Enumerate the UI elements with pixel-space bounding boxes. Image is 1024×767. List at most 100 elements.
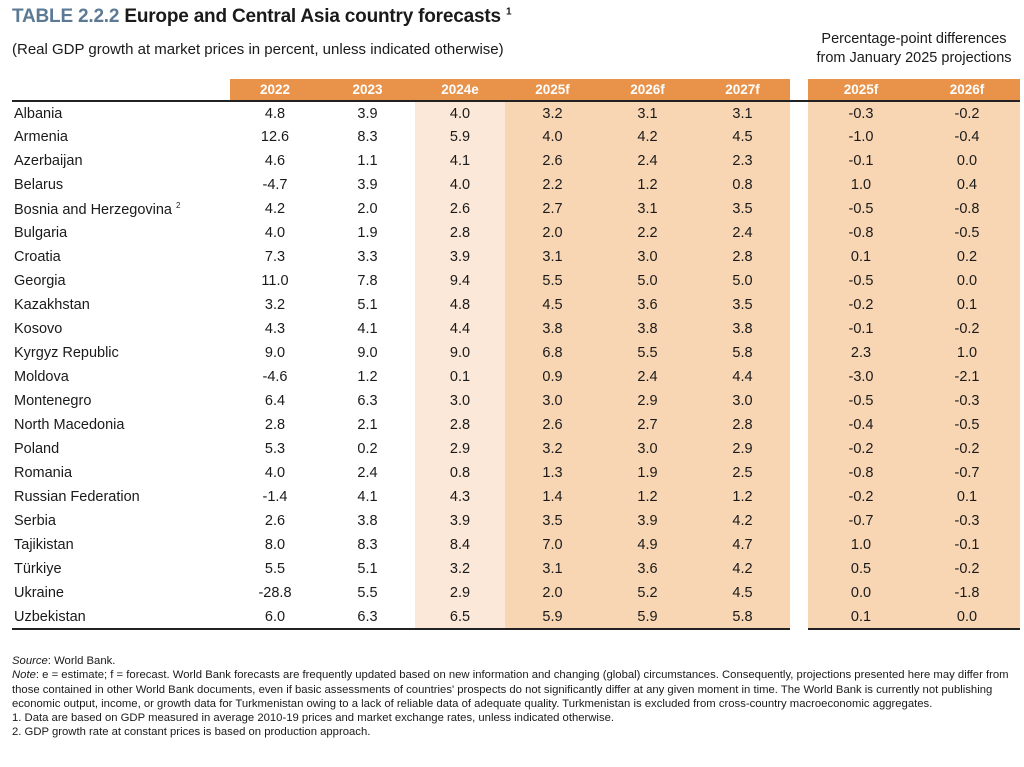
value-cell: 3.9 xyxy=(357,177,378,193)
value-cell: 8.4 xyxy=(415,533,505,557)
value-cell: 4.0 xyxy=(415,173,505,197)
diff-cell: 0.0 xyxy=(914,605,1020,630)
value-cell: 6.3 xyxy=(357,393,378,409)
differences-header: Percentage-point differences from January… xyxy=(808,30,1020,68)
value-cell: 1.1 xyxy=(357,153,378,169)
value-cell: 2.0 xyxy=(357,201,378,217)
value-cell: 3.6 xyxy=(600,557,695,581)
country-cell: Ukraine xyxy=(12,581,230,605)
value-cell: 0.8 xyxy=(415,461,505,485)
diff-cell: -0.5 xyxy=(914,221,1020,245)
value-cell: 4.2 xyxy=(695,557,790,581)
table-row: Moldova -4.6 1.2 0.1 0.9 2.4 4.4 -3.0 -2.1 xyxy=(12,365,1020,389)
value-cell: 8.3 xyxy=(357,129,378,145)
value-cell: 8.3 xyxy=(357,537,378,553)
table-row: Serbia 2.6 3.8 3.9 3.5 3.9 4.2 -0.7 -0.3 xyxy=(12,509,1020,533)
country-name: Türkiye xyxy=(14,561,62,577)
country-cell: Serbia xyxy=(12,509,230,533)
value-cell: 3.0 xyxy=(505,389,600,413)
diff-cell: -1.8 xyxy=(914,581,1020,605)
value-cell: 1.2 xyxy=(695,485,790,509)
diff-cell: -0.2 xyxy=(808,437,914,461)
column-gap xyxy=(790,341,808,365)
title-footnote-marker: 1 xyxy=(505,6,512,18)
value-cell: 2.2 xyxy=(505,173,600,197)
value-cell: 2.6 xyxy=(415,197,505,221)
value-cell: 5.1 xyxy=(357,561,378,577)
diff-cell: 0.2 xyxy=(914,245,1020,269)
country-name: Uzbekistan xyxy=(14,608,86,625)
table-row: Tajikistan 8.0 8.3 8.4 7.0 4.9 4.7 1.0 -0.1 xyxy=(12,533,1020,557)
column-gap xyxy=(790,101,808,125)
table-row: Georgia 11.0 7.8 9.4 5.5 5.0 5.0 -0.5 0.0 xyxy=(12,269,1020,293)
value-cell: 7.8 xyxy=(357,273,378,289)
country-cell: Montenegro xyxy=(12,389,230,413)
source-text: : World Bank. xyxy=(47,655,116,667)
header-blank xyxy=(12,79,230,101)
column-gap xyxy=(790,605,808,629)
diff-cell: 0.0 xyxy=(914,149,1020,173)
value-cell: 5.9 xyxy=(505,605,600,630)
value-cell: 4.4 xyxy=(695,365,790,389)
column-gap xyxy=(790,293,808,317)
value-cell: 4.8 xyxy=(415,293,505,317)
value-cell: 4.6 xyxy=(264,153,286,169)
header-row: 2022 2023 2024e 2025f 2026f 2027f 2025f 2026f xyxy=(12,79,1020,101)
value-cell: 7.0 xyxy=(505,533,600,557)
country-name: Kosovo xyxy=(14,321,63,337)
value-cell: 5.8 xyxy=(695,605,790,630)
country-name: Armenia xyxy=(14,129,68,145)
value-cell: 5.0 xyxy=(600,269,695,293)
column-header: 2022 xyxy=(230,79,320,101)
table-title: TABLE 2.2.2 Europe and Central Asia coun… xyxy=(12,6,512,28)
table-number: TABLE 2.2.2 xyxy=(12,6,120,27)
value-cell: 4.1 xyxy=(415,149,505,173)
diff-cell: -0.2 xyxy=(808,293,914,317)
value-cell: 2.4 xyxy=(695,221,790,245)
column-gap xyxy=(790,509,808,533)
table-subtitle: (Real GDP growth at market prices in per… xyxy=(12,41,504,58)
differences-header-line: from January 2025 projections xyxy=(816,50,1012,66)
value-cell: 3.9 xyxy=(415,509,505,533)
value-cell: 0.1 xyxy=(415,365,505,389)
country-cell: Bosnia and Herzegovina 2 xyxy=(12,197,230,221)
value-cell: 5.9 xyxy=(415,125,505,149)
value-cell: 6.3 xyxy=(320,605,415,630)
table-row: Montenegro 6.4 6.3 3.0 3.0 2.9 3.0 -0.5 -0.3 xyxy=(12,389,1020,413)
value-cell: 2.4 xyxy=(600,149,695,173)
value-cell: 3.9 xyxy=(600,509,695,533)
diff-cell: 0.1 xyxy=(914,293,1020,317)
value-cell: 5.0 xyxy=(695,269,790,293)
value-cell: 4.2 xyxy=(695,509,790,533)
table-row: Bosnia and Herzegovina 2 4.2 2.0 2.6 2.7 3.1 3… xyxy=(12,197,1020,221)
country-cell: Kosovo xyxy=(12,317,230,341)
value-cell: 4.5 xyxy=(695,581,790,605)
table-row: North Macedonia 2.8 2.1 2.8 2.6 2.7 2.8 -0.4 -0.… xyxy=(12,413,1020,437)
value-cell: 4.9 xyxy=(600,533,695,557)
value-cell: 3.5 xyxy=(695,293,790,317)
value-cell: 3.2 xyxy=(264,297,286,313)
country-cell: Albania xyxy=(12,101,230,125)
country-cell: Croatia xyxy=(12,245,230,269)
diff-cell: -0.4 xyxy=(914,125,1020,149)
value-cell: -4.7 xyxy=(262,177,288,193)
value-cell: 2.8 xyxy=(415,413,505,437)
value-cell: 3.1 xyxy=(600,101,695,125)
diff-column-header: 2026f xyxy=(914,79,1020,101)
value-cell: -28.8 xyxy=(258,585,292,601)
value-cell: 4.2 xyxy=(600,125,695,149)
note-text: : e = estimate; f = forecast. World Bank… xyxy=(12,669,1009,710)
column-gap xyxy=(790,79,808,101)
value-cell: 4.0 xyxy=(264,465,286,481)
diff-cell: -0.7 xyxy=(808,509,914,533)
column-gap xyxy=(790,365,808,389)
value-cell: 0.8 xyxy=(695,173,790,197)
value-cell: 3.8 xyxy=(695,317,790,341)
value-cell: 3.1 xyxy=(505,245,600,269)
value-cell: 6.5 xyxy=(415,605,505,630)
country-name: Poland xyxy=(14,441,60,457)
value-cell: 5.8 xyxy=(695,341,790,365)
country-cell: Moldova xyxy=(12,365,230,389)
country-cell: Poland xyxy=(12,437,230,461)
value-cell: 2.9 xyxy=(415,437,505,461)
